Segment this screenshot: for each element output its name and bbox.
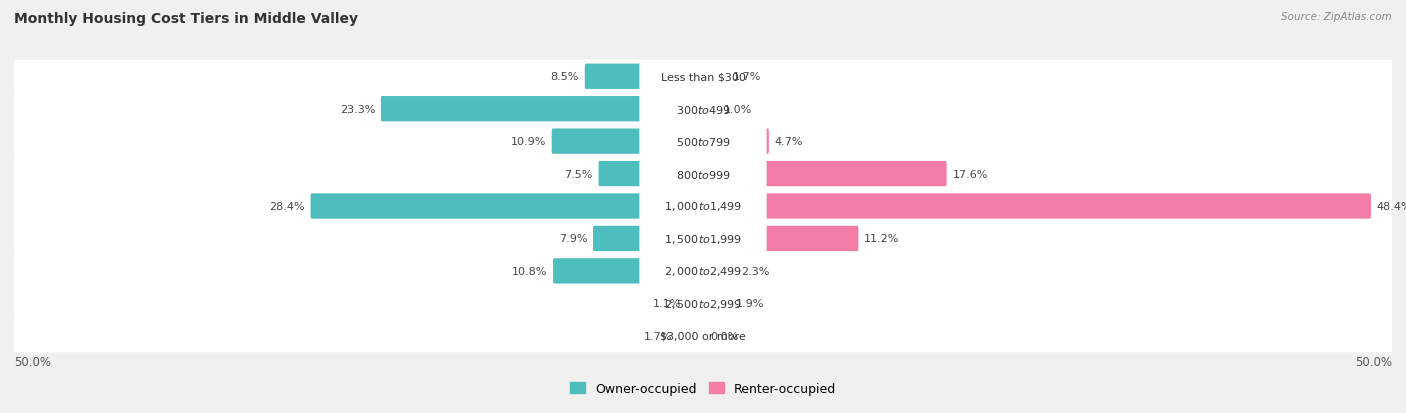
FancyBboxPatch shape xyxy=(702,64,727,90)
FancyBboxPatch shape xyxy=(640,289,766,318)
Text: 1.9%: 1.9% xyxy=(737,299,765,309)
FancyBboxPatch shape xyxy=(14,158,1392,191)
Text: Monthly Housing Cost Tiers in Middle Valley: Monthly Housing Cost Tiers in Middle Val… xyxy=(14,12,359,26)
Text: $2,500 to $2,999: $2,500 to $2,999 xyxy=(664,297,742,310)
FancyBboxPatch shape xyxy=(14,93,1392,126)
FancyBboxPatch shape xyxy=(640,62,766,92)
FancyBboxPatch shape xyxy=(640,224,766,254)
Text: 7.9%: 7.9% xyxy=(558,234,588,244)
FancyBboxPatch shape xyxy=(553,259,704,284)
FancyBboxPatch shape xyxy=(14,319,1392,352)
Text: $2,000 to $2,499: $2,000 to $2,499 xyxy=(664,265,742,278)
Text: 23.3%: 23.3% xyxy=(340,104,375,114)
Text: 1.1%: 1.1% xyxy=(652,299,681,309)
FancyBboxPatch shape xyxy=(702,291,730,316)
Text: Source: ZipAtlas.com: Source: ZipAtlas.com xyxy=(1281,12,1392,22)
Text: 50.0%: 50.0% xyxy=(14,355,51,368)
Text: 48.4%: 48.4% xyxy=(1376,202,1406,211)
FancyBboxPatch shape xyxy=(14,222,1392,255)
Text: 7.5%: 7.5% xyxy=(564,169,593,179)
FancyBboxPatch shape xyxy=(14,61,1392,94)
Text: 1.7%: 1.7% xyxy=(644,331,672,341)
FancyBboxPatch shape xyxy=(702,194,1371,219)
FancyBboxPatch shape xyxy=(14,125,1392,158)
FancyBboxPatch shape xyxy=(702,129,769,154)
FancyBboxPatch shape xyxy=(311,194,704,219)
Text: 10.8%: 10.8% xyxy=(512,266,547,276)
Legend: Owner-occupied, Renter-occupied: Owner-occupied, Renter-occupied xyxy=(569,382,837,395)
Text: 11.2%: 11.2% xyxy=(865,234,900,244)
FancyBboxPatch shape xyxy=(640,256,766,286)
FancyBboxPatch shape xyxy=(585,64,704,90)
Text: 8.5%: 8.5% xyxy=(551,72,579,82)
Text: $1,000 to $1,499: $1,000 to $1,499 xyxy=(664,200,742,213)
Text: 4.7%: 4.7% xyxy=(775,137,803,147)
FancyBboxPatch shape xyxy=(381,97,704,122)
Text: 1.0%: 1.0% xyxy=(724,104,752,114)
FancyBboxPatch shape xyxy=(686,291,704,316)
Text: 50.0%: 50.0% xyxy=(1355,355,1392,368)
FancyBboxPatch shape xyxy=(640,127,766,157)
FancyBboxPatch shape xyxy=(640,321,766,351)
FancyBboxPatch shape xyxy=(593,226,704,252)
FancyBboxPatch shape xyxy=(640,95,766,124)
FancyBboxPatch shape xyxy=(14,255,1392,288)
FancyBboxPatch shape xyxy=(702,226,859,252)
Text: $800 to $999: $800 to $999 xyxy=(675,168,731,180)
Text: 10.9%: 10.9% xyxy=(510,137,546,147)
Text: 1.7%: 1.7% xyxy=(734,72,762,82)
Text: $1,500 to $1,999: $1,500 to $1,999 xyxy=(664,233,742,245)
FancyBboxPatch shape xyxy=(679,323,704,349)
Text: 17.6%: 17.6% xyxy=(952,169,988,179)
Text: $300 to $499: $300 to $499 xyxy=(675,103,731,115)
Text: 28.4%: 28.4% xyxy=(269,202,305,211)
Text: Less than $300: Less than $300 xyxy=(661,72,745,82)
Text: 0.0%: 0.0% xyxy=(710,331,738,341)
FancyBboxPatch shape xyxy=(14,287,1392,320)
FancyBboxPatch shape xyxy=(702,97,718,122)
FancyBboxPatch shape xyxy=(551,129,704,154)
FancyBboxPatch shape xyxy=(640,159,766,189)
FancyBboxPatch shape xyxy=(599,161,704,187)
FancyBboxPatch shape xyxy=(640,192,766,221)
FancyBboxPatch shape xyxy=(702,259,735,284)
Text: $500 to $799: $500 to $799 xyxy=(675,136,731,148)
Text: $3,000 or more: $3,000 or more xyxy=(661,331,745,341)
Text: 2.3%: 2.3% xyxy=(741,266,770,276)
FancyBboxPatch shape xyxy=(702,161,946,187)
FancyBboxPatch shape xyxy=(14,190,1392,223)
